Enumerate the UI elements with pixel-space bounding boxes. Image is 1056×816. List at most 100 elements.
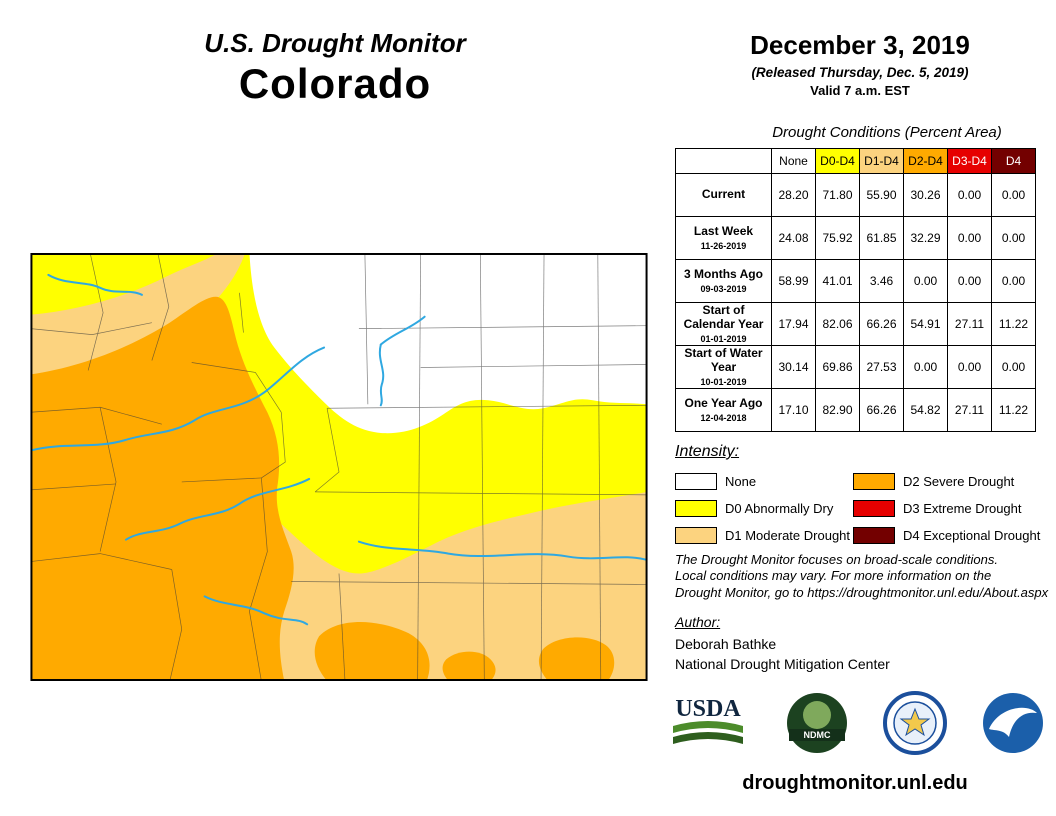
date-block: December 3, 2019 (Released Thursday, Dec… <box>680 30 1040 98</box>
map-date: December 3, 2019 <box>750 30 970 60</box>
table-row: 3 Months Ago 09-03-2019 58.99 41.01 3.46 0.00… <box>675 259 1036 303</box>
value-cell: 11.22 <box>991 302 1036 346</box>
map-region-d1-band <box>30 254 245 375</box>
value-cell: 75.92 <box>815 216 860 260</box>
rivers <box>31 273 647 626</box>
table-row: Last Week 11-26-2019 24.08 75.92 61.85 32.29 0… <box>675 216 1036 260</box>
value-cell: 24.08 <box>771 216 816 260</box>
value-cell: 0.00 <box>947 173 992 217</box>
row-label: Current <box>675 173 772 217</box>
legend-label: D2 Severe Drought <box>903 474 1015 489</box>
value-cell: 28.20 <box>771 173 816 217</box>
corner-cell <box>675 148 772 174</box>
table-row: Current 28.20 71.80 55.90 30.26 0.00 0.00 <box>675 173 1036 217</box>
county-boundaries <box>30 253 648 681</box>
value-cell: 0.00 <box>947 345 992 389</box>
legend-swatch <box>853 473 895 490</box>
value-cell: 0.00 <box>991 173 1036 217</box>
state-border <box>30 253 648 681</box>
noaa-logo <box>983 693 1043 753</box>
value-cell: 17.94 <box>771 302 816 346</box>
value-cell: 0.00 <box>903 259 948 303</box>
legend-item: D1 Moderate Drought <box>675 522 853 549</box>
value-cell: 27.53 <box>859 345 904 389</box>
value-cell: 41.01 <box>815 259 860 303</box>
map-region-d2-patch <box>442 651 496 681</box>
noaa-seagull-icon <box>989 707 1037 737</box>
column-header-none: None <box>771 148 816 174</box>
legend-swatch <box>853 527 895 544</box>
legend-item: None <box>675 468 853 495</box>
map-region-d2-patch <box>314 622 430 681</box>
value-cell: 27.11 <box>947 388 992 432</box>
value-cell: 82.06 <box>815 302 860 346</box>
value-cell: 55.90 <box>859 173 904 217</box>
value-cell: 27.11 <box>947 302 992 346</box>
table-row: One Year Ago 12-04-2018 17.10 82.90 66.26 54.… <box>675 388 1036 432</box>
map-region-d2 <box>30 296 294 681</box>
seal-emblem-icon <box>899 707 931 737</box>
usda-text: USDA <box>675 696 741 722</box>
author-heading: Author: <box>675 614 721 630</box>
author-organization: National Drought Mitigation Center <box>675 656 890 672</box>
commerce-seal-logo <box>883 691 947 755</box>
legend-heading: Intensity: <box>675 443 740 460</box>
legend-item: D2 Severe Drought <box>853 468 1040 495</box>
table-row: Start of Water Year 10-01-2019 30.14 69.86 2… <box>675 345 1036 389</box>
value-cell: 11.22 <box>991 388 1036 432</box>
table-caption: Drought Conditions (Percent Area) <box>772 124 1002 141</box>
legend-swatch <box>853 500 895 517</box>
legend-swatch <box>675 500 717 517</box>
drought-conditions-table: None D0-D4 D1-D4 D2-D4 D3-D4 D4 Current 28.20 7… <box>675 148 1036 432</box>
column-header-d3-d4: D3-D4 <box>947 148 992 174</box>
legend-item: D0 Abnormally Dry <box>675 495 853 522</box>
ndmc-text: NDMC <box>804 730 831 740</box>
state-title: Colorado <box>238 60 432 107</box>
value-cell: 3.46 <box>859 259 904 303</box>
table-header-row: None D0-D4 D1-D4 D2-D4 D3-D4 D4 <box>675 148 1036 174</box>
row-label: One Year Ago 12-04-2018 <box>675 388 772 432</box>
value-cell: 0.00 <box>947 216 992 260</box>
column-header-d1-d4: D1-D4 <box>859 148 904 174</box>
row-label: 3 Months Ago 09-03-2019 <box>675 259 772 303</box>
value-cell: 82.90 <box>815 388 860 432</box>
legend-item: D3 Extreme Drought <box>853 495 1040 522</box>
value-cell: 66.26 <box>859 388 904 432</box>
disclaimer-line: The Drought Monitor focuses on broad-sca… <box>675 552 999 567</box>
value-cell: 30.26 <box>903 173 948 217</box>
legend-item: D4 Exceptional Drought <box>853 522 1040 549</box>
row-label: Last Week 11-26-2019 <box>675 216 772 260</box>
usda-logo: USDA <box>673 696 743 744</box>
value-cell: 71.80 <box>815 173 860 217</box>
usda-swoosh-icon <box>673 732 743 744</box>
legend-label: D4 Exceptional Drought <box>903 528 1041 543</box>
legend-label: None <box>725 474 757 489</box>
legend-swatch <box>675 473 717 490</box>
disclaimer-line: Drought Monitor, go to https://droughtmo… <box>675 584 1049 600</box>
row-label: Start of Calendar Year 01-01-2019 <box>675 302 772 346</box>
ndmc-banner <box>789 729 845 741</box>
map-region-none <box>249 253 648 434</box>
page-title: U.S. Drought Monitor <box>204 28 466 58</box>
legend-label: D1 Moderate Drought <box>725 528 851 543</box>
value-cell: 61.85 <box>859 216 904 260</box>
drought-map <box>30 253 648 681</box>
logos-row: USDA NDMC <box>665 690 1045 756</box>
disclaimer-line: Local conditions may vary. For more info… <box>675 568 992 584</box>
author-name: Deborah Bathke <box>675 636 777 652</box>
column-header-d4: D4 <box>991 148 1036 174</box>
value-cell: 0.00 <box>903 345 948 389</box>
value-cell: 54.91 <box>903 302 948 346</box>
value-cell: 66.26 <box>859 302 904 346</box>
value-cell: 0.00 <box>991 259 1036 303</box>
table-body: Current 28.20 71.80 55.90 30.26 0.00 0.00 Last … <box>675 173 1036 432</box>
table-row: Start of Calendar Year 01-01-2019 17.94 82.… <box>675 302 1036 346</box>
value-cell: 0.00 <box>947 259 992 303</box>
column-header-d2-d4: D2-D4 <box>903 148 948 174</box>
usda-swoosh-icon <box>673 721 743 733</box>
value-cell: 17.10 <box>771 388 816 432</box>
ndmc-globe-icon <box>803 701 831 729</box>
value-cell: 69.86 <box>815 345 860 389</box>
value-cell: 30.14 <box>771 345 816 389</box>
value-cell: 0.00 <box>991 345 1036 389</box>
